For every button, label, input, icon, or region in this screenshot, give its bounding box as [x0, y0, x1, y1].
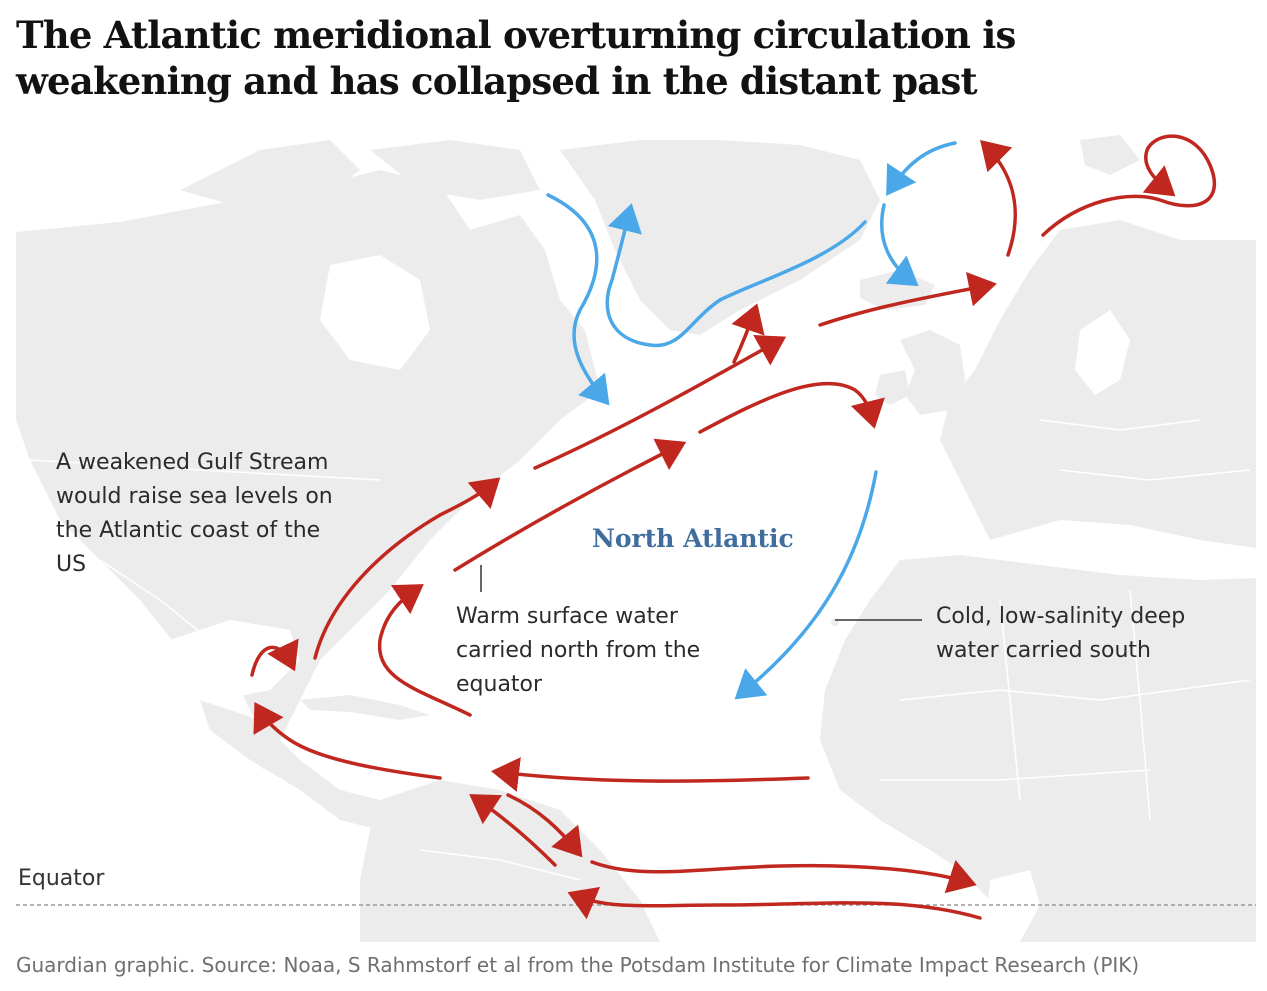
cold-water-annotation: Cold, low-salinity deep water carried so… — [936, 604, 1186, 663]
cold-currents — [546, 141, 957, 700]
warm-current-azores — [698, 381, 885, 434]
cold-current-greenland-west — [605, 203, 867, 348]
warm-current-gulf-stream — [313, 477, 501, 660]
warm-currents — [250, 134, 1217, 920]
warm-current-equatorial-counter — [590, 859, 977, 894]
warm-current-guiana-a — [506, 793, 583, 858]
greenland-land — [560, 140, 880, 335]
warm-current-north-equatorial — [491, 757, 810, 792]
warm-current-caribbean — [253, 701, 442, 780]
country-borders — [29, 419, 1251, 881]
warm-current-barents-loop — [1041, 134, 1217, 237]
warm-current-south-equatorial — [567, 886, 982, 920]
gulf-of-guinea — [985, 870, 1040, 942]
source-credit: Guardian graphic. Source: Noaa, S Rahmst… — [16, 953, 1140, 977]
equator-label: Equator — [18, 866, 105, 891]
africa-land — [820, 555, 1256, 942]
ocean-label: North Atlantic — [592, 524, 794, 553]
chart-title: The Atlantic meridional overturning circ… — [16, 13, 1016, 103]
warm-current-guiana-b — [469, 794, 557, 867]
hudson-bay — [320, 255, 430, 370]
ireland-land — [875, 370, 910, 405]
warm-current-antilles — [378, 584, 472, 717]
warm-current-barents-up — [980, 140, 1017, 257]
warm-current-mid-atlantic — [453, 438, 687, 572]
british-isles-land — [900, 330, 965, 415]
arctic-islands-2 — [370, 140, 540, 200]
mediterranean-sea — [990, 520, 1256, 575]
caribbean-islands — [300, 695, 430, 720]
gulf-stream-annotation: A weakened Gulf Stream would raise sea l… — [56, 450, 333, 577]
cold-current-baffin — [546, 193, 610, 406]
south-america-land — [360, 780, 660, 942]
svalbard-land — [1080, 135, 1140, 175]
arctic-islands — [180, 140, 360, 210]
warm-current-north-atlantic-drift — [533, 335, 787, 470]
cold-current-deep-south — [734, 470, 878, 700]
warm-current-gulf-loop — [250, 638, 299, 677]
warm-water-annotation: Warm surface water carried north from th… — [456, 604, 701, 697]
warm-current-branch-greenland — [731, 303, 765, 364]
cold-current-greenland-east-top — [886, 141, 957, 196]
warm-current-norway — [818, 271, 997, 327]
baltic-sea — [1075, 310, 1130, 395]
cold-current-greenland-east — [879, 203, 919, 287]
canary-islands — [831, 618, 839, 626]
north-america-land — [16, 170, 600, 770]
